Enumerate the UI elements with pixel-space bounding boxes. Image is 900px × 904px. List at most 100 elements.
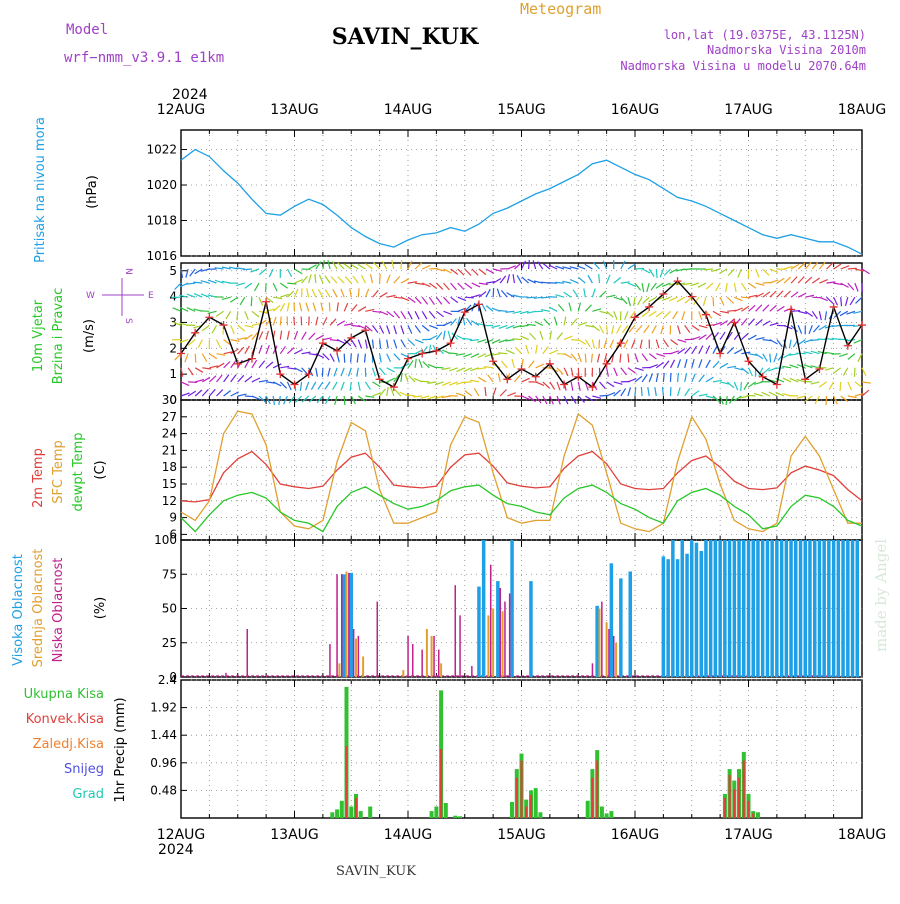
wind-arrow: [585, 305, 591, 312]
wind-arrow: [557, 333, 563, 340]
wind-arrow: [704, 269, 713, 270]
wind-arrow: [230, 297, 238, 302]
wind-arrow: [217, 340, 221, 348]
low-cloud-bar: [613, 636, 615, 677]
model-name: wrf−nmm_v3.9.1 e1km: [64, 50, 224, 66]
wind-arrow: [798, 277, 804, 284]
wind-arrow: [763, 321, 771, 326]
wind-arrow: [685, 359, 687, 368]
wind-arrow: [351, 305, 357, 312]
wind-arrow: [663, 340, 668, 347]
wind-gust-marker: [447, 339, 455, 347]
low-cloud-bar: [421, 650, 423, 677]
total-precip-bar: [586, 801, 590, 818]
x-label-bottom: 14AUG: [384, 827, 433, 843]
wind-arrow: [365, 382, 370, 390]
wind-arrow: [463, 382, 472, 383]
low-cloud-bar: [377, 602, 379, 677]
dewpt-line: [181, 485, 862, 531]
wind-arrow: [422, 265, 430, 269]
mid-cloud-bar: [431, 636, 433, 677]
wind-arrow: [306, 382, 309, 390]
wind-arrow: [259, 297, 263, 305]
wind-arrow: [514, 375, 520, 382]
high-cloud-bar: [704, 540, 708, 677]
wind-arrow: [678, 387, 681, 396]
sfc-label: SFC Temp: [51, 440, 66, 504]
wind-arrow: [734, 382, 737, 390]
wind-arrow: [699, 375, 705, 382]
pressure-title: Pritisak na nivou mora: [33, 117, 48, 263]
wind-arrow: [190, 269, 196, 276]
wind-arrow: [770, 305, 777, 311]
graupel-label: Grad: [72, 787, 104, 802]
mid-cloud-bar: [362, 657, 364, 678]
wind-arrow: [555, 282, 564, 283]
wind-arrow: [309, 396, 316, 402]
wind-arrow: [855, 283, 858, 291]
wind-arrow: [642, 283, 644, 292]
wind-arrow: [641, 387, 642, 396]
wind-gust-marker: [319, 339, 327, 347]
wind-arrow: [513, 339, 522, 340]
conv-precip-bar: [752, 813, 754, 818]
wind-arrow: [564, 292, 572, 297]
wind-arrow: [419, 359, 422, 368]
high-cloud-bar: [695, 543, 699, 677]
wind-arrow: [796, 353, 805, 354]
wind-arrow: [749, 283, 756, 288]
high-cloud-bar: [766, 540, 770, 677]
wind-gust-marker: [716, 349, 724, 357]
conv-precip-bar: [520, 761, 522, 819]
wind-arrow: [649, 354, 656, 359]
wind-arrow: [600, 291, 607, 297]
wind-arrow: [444, 283, 450, 290]
wind-arrow: [486, 269, 494, 273]
wind-arrow: [685, 347, 691, 354]
wind-arrow: [621, 261, 625, 269]
high-cloud-bar: [733, 540, 737, 677]
high-cloud-bar: [685, 554, 689, 677]
wind-arrow: [578, 382, 580, 391]
wind-arrow: [266, 345, 269, 354]
wind-arrow: [763, 269, 769, 275]
wind-arrow: [358, 382, 360, 391]
wind-arrow: [529, 361, 535, 368]
wind-arrow: [578, 396, 584, 402]
wind-arrow: [337, 302, 338, 311]
wind-arrow: [185, 354, 188, 362]
wind-arrow: [300, 382, 301, 391]
low-cloud-bar: [471, 666, 473, 677]
y-tick-label: 0.48: [150, 783, 177, 797]
wind-arrow: [756, 269, 759, 277]
wind-arrow: [643, 297, 650, 303]
low-cloud-bar: [509, 593, 511, 677]
wind-arrow: [238, 375, 244, 382]
wind-arrow: [706, 360, 710, 368]
wind-arrow: [422, 297, 427, 304]
high-cloud-bar: [837, 540, 841, 677]
wind-arrow: [387, 325, 390, 334]
wind-arrow: [620, 354, 621, 363]
wind-arrow: [259, 269, 266, 275]
wind-arrow: [791, 277, 797, 284]
pressure-unit: (hPa): [85, 175, 100, 209]
wind-arrow: [734, 297, 742, 301]
wind-arrow: [245, 283, 252, 288]
high-cloud-bar: [856, 540, 860, 677]
y-tick-label: 1018: [146, 214, 177, 228]
wind-arrow: [588, 275, 592, 283]
wind-arrow: [358, 307, 366, 312]
wind-arrow: [663, 373, 664, 382]
wind-arrow: [635, 387, 636, 396]
wind-arrow: [358, 288, 359, 297]
wind-arrow: [387, 340, 389, 349]
wind-arrow: [195, 368, 203, 373]
wind-arrow: [677, 297, 685, 302]
wind-arrow: [625, 311, 628, 319]
total-precip-label: Ukupna Kisa: [24, 687, 104, 702]
wind-arrow: [635, 354, 638, 363]
wind-arrow: [429, 283, 436, 288]
wind-arrow: [344, 264, 351, 269]
wind-arrow: [493, 388, 496, 397]
